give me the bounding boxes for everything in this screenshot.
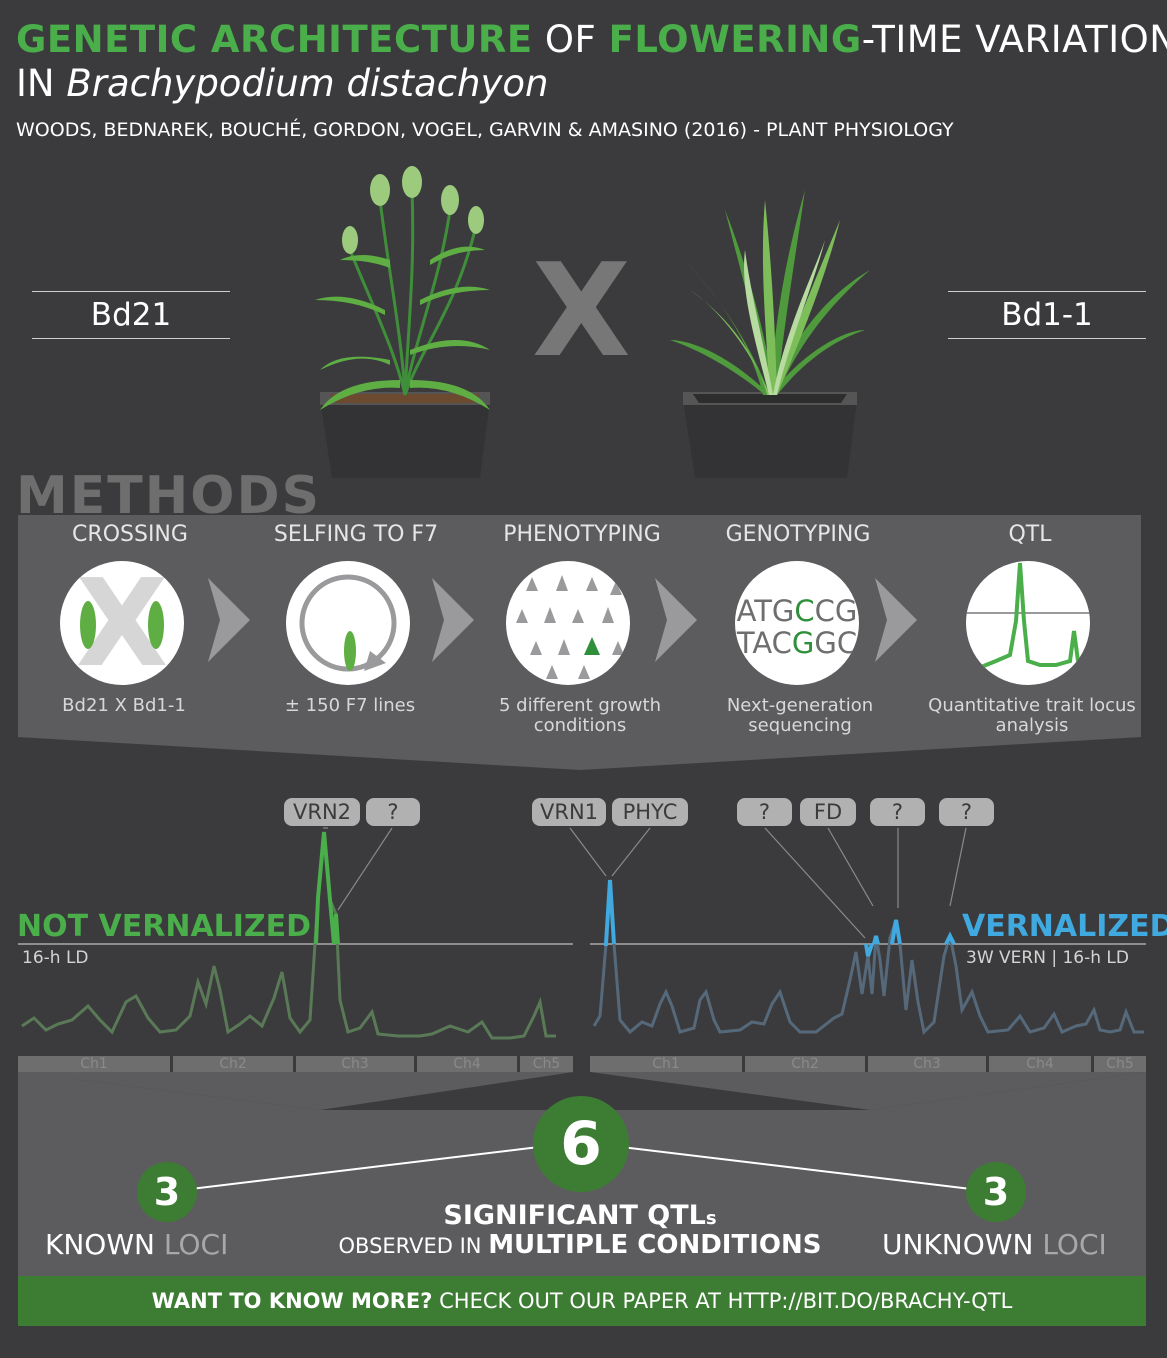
dna-top-strand: ATGCCG — [737, 594, 858, 628]
qtl-peak-icon — [966, 562, 1090, 671]
footer-link-text[interactable]: CHECK OUT OUR PAPER AT HTTP://BIT.DO/BRA… — [432, 1289, 1013, 1313]
genotyping-circle: ATGCCG TACGGC — [735, 561, 859, 685]
observed-text: OBSERVED IN — [338, 1234, 489, 1258]
qtl-label-fd: FD — [800, 798, 856, 826]
qtl-label-unknown-2: ? — [737, 798, 792, 826]
total-qtl-count: 6 — [533, 1096, 629, 1192]
multiple-conditions: MULTIPLE CONDITIONS — [488, 1230, 822, 1260]
dna-bottom-strand: TACGGC — [736, 626, 857, 660]
chromosome-left-ch4: Ch4 — [417, 1056, 517, 1072]
cycle-arrow-icon — [299, 574, 397, 672]
plant-grid-icon — [516, 575, 624, 679]
selfing-circle — [286, 561, 410, 685]
qtl-label-vrn1: VRN1 — [532, 798, 606, 826]
chromosome-right-ch1: Ch1 — [590, 1056, 742, 1072]
qtl-circle — [966, 561, 1090, 685]
known-word: KNOWN — [45, 1228, 155, 1261]
parent-label-bd21: Bd21 — [32, 291, 230, 339]
chromosome-left-ch2: Ch2 — [173, 1056, 293, 1072]
chromosome-left-ch5: Ch5 — [520, 1056, 573, 1072]
phenotyping-circle — [506, 561, 630, 685]
footer-question: WANT TO KNOW MORE? — [151, 1289, 433, 1313]
title-text-2: OF — [532, 18, 609, 61]
title-line-1: GENETIC ARCHITECTURE OF FLOWERING-TIME V… — [16, 18, 1167, 61]
caption-phenotyping: 5 different growth conditions — [499, 695, 661, 736]
caption-crossing: Bd21 X Bd1-1 — [62, 695, 186, 716]
not-vernalized-title: NOT VERNALIZED — [17, 909, 312, 944]
qtl-label-phyc: PHYC — [612, 798, 688, 826]
unknown-word: UNKNOWN — [882, 1228, 1034, 1261]
qtl-label-unknown-3: ? — [870, 798, 925, 826]
dna-sequence-icon: ATGCCG TACGGC — [736, 594, 858, 660]
qtl-label-unknown-4: ? — [939, 798, 994, 826]
title-text-4: -TIME VARIATION — [861, 18, 1167, 61]
species-name: Brachypodium distachyon — [66, 62, 549, 105]
not-vernalized-condition: 16-h LD — [22, 948, 89, 968]
chromosome-right-ch3: Ch3 — [868, 1056, 986, 1072]
unknown-loci-count: 3 — [966, 1162, 1026, 1222]
caption-genotyping: Next-generation sequencing — [726, 695, 874, 736]
known-loci-count: 3 — [137, 1162, 197, 1222]
title-highlight-1: GENETIC ARCHITECTURE — [16, 18, 533, 61]
multiple-conditions-text: OBSERVED IN MULTIPLE CONDITIONS — [300, 1230, 860, 1260]
chromosome-right-ch5: Ch5 — [1094, 1056, 1146, 1072]
significant-qtls-heading: SIGNIFICANT QTLs — [330, 1200, 830, 1231]
bd1-1-plant-illustration — [670, 190, 870, 478]
significant-text: SIGNIFICANT QTL — [443, 1200, 706, 1231]
title-prefix: IN — [16, 62, 67, 105]
step-label-genotyping: GENOTYPING — [725, 522, 871, 547]
parent-label-bd1-1: Bd1-1 — [948, 291, 1146, 339]
significant-plural: s — [705, 1208, 717, 1229]
caption-qtl: Quantitative trait locus analysis — [928, 695, 1136, 736]
crossing-circle: X — [60, 561, 184, 685]
step-label-phenotyping: PHENOTYPING — [503, 522, 661, 547]
vernalized-condition: 3W VERN | 16-h LD — [966, 948, 1129, 968]
caption-selfing: ± 150 F7 lines — [284, 695, 416, 716]
footer-banner[interactable]: WANT TO KNOW MORE? CHECK OUT OUR PAPER A… — [18, 1276, 1146, 1326]
chromosome-left-ch1: Ch1 — [18, 1056, 170, 1072]
authors-citation: WOODS, BEDNAREK, BOUCHÉ, GORDON, VOGEL, … — [16, 119, 954, 141]
bd21-plant-illustration — [315, 166, 490, 478]
cross-symbol: X — [532, 237, 631, 386]
qtl-label-unknown-1: ? — [366, 798, 420, 826]
qtl-label-vrn2: VRN2 — [284, 798, 360, 826]
unknown-loci-label: UNKNOWN LOCI — [882, 1228, 1107, 1261]
step-label-selfing: SELFING TO F7 — [273, 522, 439, 547]
step-label-qtl: QTL — [1008, 522, 1052, 547]
cross-spikes-icon: X — [76, 561, 169, 685]
known-loci-label: KNOWN LOCI — [45, 1228, 228, 1261]
chromosome-left-ch3: Ch3 — [296, 1056, 414, 1072]
chromosome-right-ch2: Ch2 — [745, 1056, 865, 1072]
vernalized-title: VERNALIZED — [962, 909, 1167, 944]
title-highlight-2: FLOWERING — [608, 18, 862, 61]
title-line-2: IN Brachypodium distachyon — [16, 62, 548, 105]
unknown-loci-word: LOCI — [1033, 1228, 1107, 1261]
step-label-crossing: CROSSING — [72, 522, 188, 547]
known-loci-word: LOCI — [154, 1228, 229, 1261]
chromosome-right-ch4: Ch4 — [989, 1056, 1091, 1072]
